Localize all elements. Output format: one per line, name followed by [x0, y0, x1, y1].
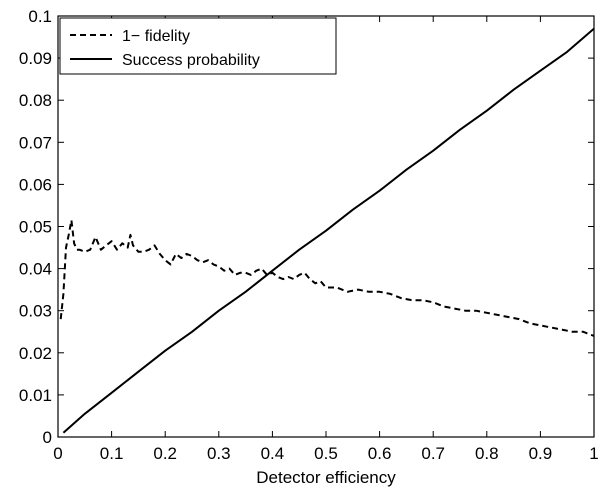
x-tick-label: 0.2 [153, 444, 177, 463]
x-tick-label: 0.1 [100, 444, 124, 463]
legend-box [59, 17, 337, 75]
series-line-success-probability [62, 27, 595, 434]
x-axis-label: Detector efficiency [256, 468, 396, 487]
y-tick-label: 0.08 [19, 91, 52, 110]
x-tick-label: 0.8 [475, 444, 499, 463]
x-tick-label: 0.6 [368, 444, 392, 463]
tick-labels: 0 0.1 0.2 0.3 0.4 0.5 0.6 0.7 0.8 0.9 1 0 0.01 0.02 0.… [19, 7, 598, 463]
plot-frame [57, 15, 595, 438]
x-tick-label: 0 [53, 444, 62, 463]
x-tick-label: 0.5 [314, 444, 338, 463]
y-tick-label: 0.01 [19, 386, 52, 405]
y-tick-label: 0.1 [28, 7, 52, 26]
y-tick-label: 0 [43, 428, 52, 447]
axis-ticks [57, 15, 595, 438]
y-tick-label: 0.07 [19, 133, 52, 152]
x-tick-label: 0.4 [261, 444, 285, 463]
series-line-fidelity [59, 219, 595, 337]
y-tick-label: 0.05 [19, 218, 52, 237]
x-tick-label: 0.3 [207, 444, 231, 463]
legend: 1− fidelity Success probability [59, 17, 337, 75]
y-tick-label: 0.06 [19, 175, 52, 194]
y-tick-label: 0.02 [19, 344, 52, 363]
y-tick-label: 0.04 [19, 260, 52, 279]
x-tick-label: 1 [589, 444, 598, 463]
x-tick-label: 0.9 [529, 444, 553, 463]
legend-label-fidelity: 1− fidelity [122, 28, 190, 45]
x-tick-label: 0.7 [421, 444, 445, 463]
legend-label-success-probability: Success probability [122, 52, 260, 69]
y-tick-label: 0.09 [19, 49, 52, 68]
plot-content [59, 27, 595, 434]
y-tick-label: 0.03 [19, 302, 52, 321]
